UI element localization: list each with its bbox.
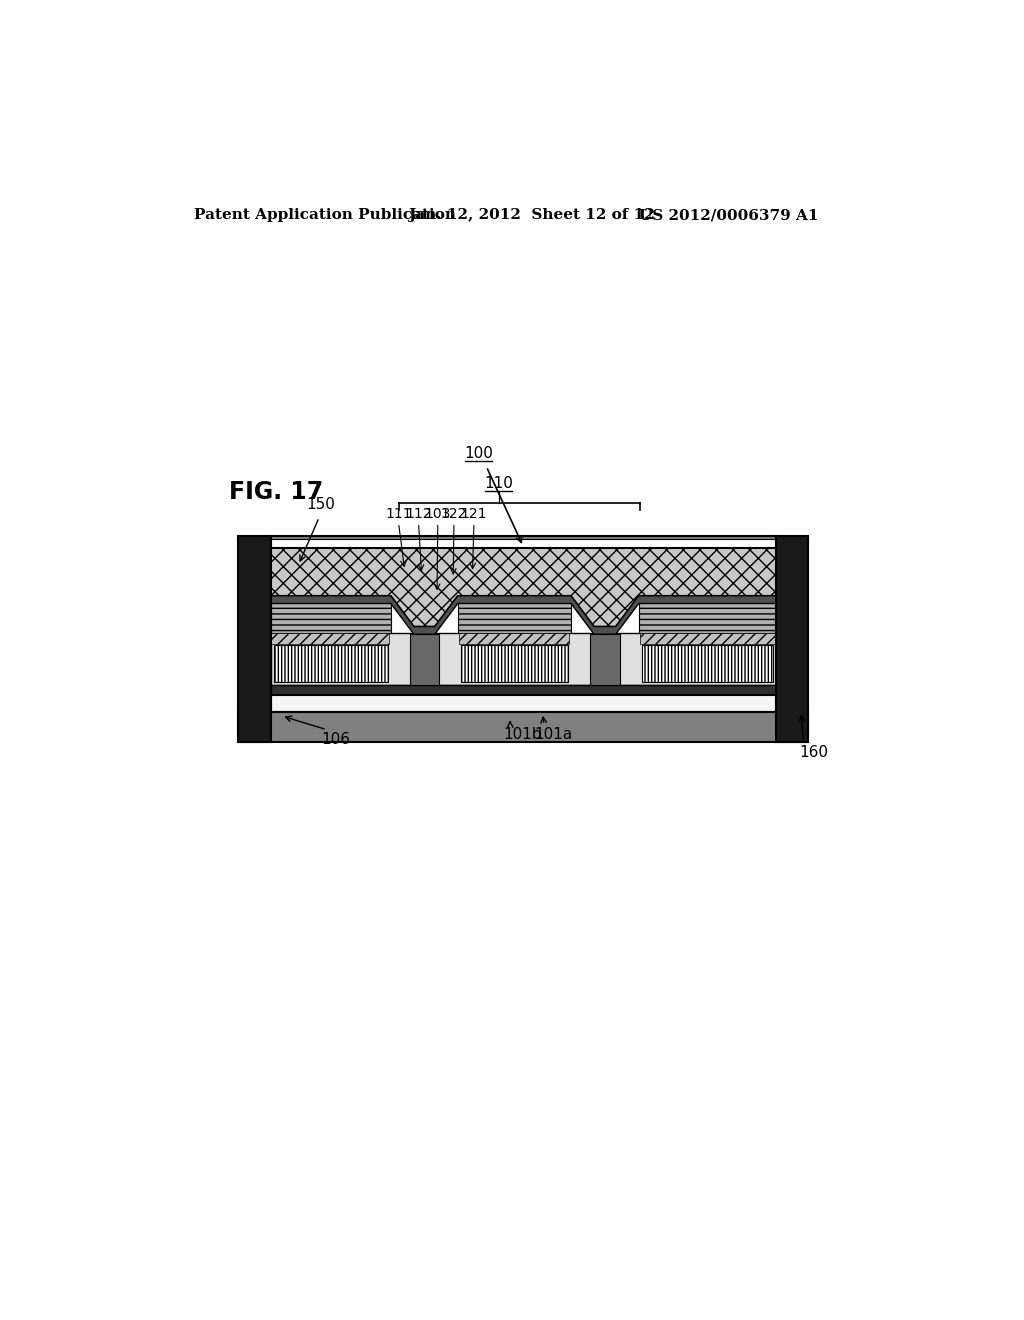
Bar bbox=[239, 711, 808, 742]
Text: 106: 106 bbox=[322, 733, 350, 747]
Text: 160: 160 bbox=[799, 744, 828, 760]
Polygon shape bbox=[270, 548, 776, 627]
Bar bbox=[270, 536, 776, 548]
Text: 100: 100 bbox=[464, 446, 493, 461]
Text: 122: 122 bbox=[440, 507, 467, 521]
Bar bbox=[270, 696, 776, 711]
Bar bbox=[590, 635, 620, 685]
Bar bbox=[594, 632, 615, 635]
Text: 150: 150 bbox=[306, 496, 335, 512]
Bar bbox=[270, 603, 391, 632]
Bar bbox=[639, 603, 776, 632]
Polygon shape bbox=[270, 595, 776, 635]
Bar bbox=[273, 645, 388, 682]
Text: 110: 110 bbox=[484, 477, 513, 491]
Text: 103: 103 bbox=[425, 507, 451, 521]
Bar bbox=[460, 632, 569, 644]
Bar bbox=[458, 603, 571, 632]
Bar bbox=[461, 645, 568, 682]
Text: Jan. 12, 2012  Sheet 12 of 12: Jan. 12, 2012 Sheet 12 of 12 bbox=[408, 209, 654, 223]
Bar bbox=[414, 632, 435, 635]
Bar bbox=[642, 645, 773, 682]
Bar bbox=[239, 536, 808, 539]
Bar bbox=[776, 536, 808, 742]
Bar bbox=[270, 632, 776, 685]
Bar bbox=[270, 685, 776, 696]
Text: 101b: 101b bbox=[503, 726, 542, 742]
Text: FIG. 17: FIG. 17 bbox=[229, 480, 324, 504]
Bar bbox=[270, 632, 389, 644]
Bar bbox=[239, 536, 270, 742]
Text: 111: 111 bbox=[385, 507, 412, 521]
Bar bbox=[640, 632, 776, 644]
Text: 121: 121 bbox=[461, 507, 487, 521]
Bar bbox=[410, 635, 438, 685]
Text: 112: 112 bbox=[406, 507, 432, 521]
Text: US 2012/0006379 A1: US 2012/0006379 A1 bbox=[639, 209, 818, 223]
Text: Patent Application Publication: Patent Application Publication bbox=[194, 209, 456, 223]
Text: 101a: 101a bbox=[535, 726, 573, 742]
